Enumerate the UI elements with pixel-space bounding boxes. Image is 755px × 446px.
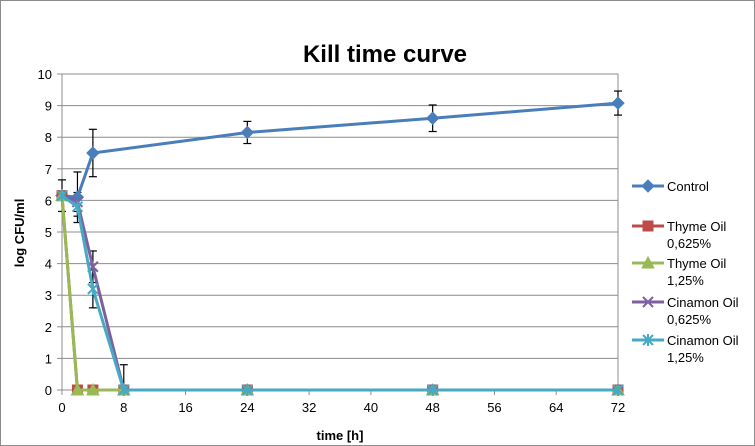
legend-label-thyme-oil-1-25: Thyme Oil 1,25% <box>667 256 726 288</box>
legend-label-line: Cinamon Oil <box>667 333 739 348</box>
series-cinamon-oil-1-25 <box>56 189 624 396</box>
y-tick-label-5: 5 <box>45 225 52 240</box>
y-tick-label-7: 7 <box>45 162 52 177</box>
x-tick-label-8: 8 <box>120 400 127 415</box>
legend-label-line: 0,625% <box>667 236 712 251</box>
legend-label-line: 0,625% <box>667 312 712 327</box>
legend-marker-cinamon-oil-1-25 <box>642 334 654 346</box>
data-point-cinamon-oil-1-25-3 <box>118 384 130 396</box>
data-point-control-2 <box>86 146 100 160</box>
data-point-cinamon-oil-1-25-5 <box>426 384 439 396</box>
x-tick-labels: 0 8 16 24 32 40 48 56 64 72 <box>58 400 625 415</box>
x-tick-label-16: 16 <box>178 400 192 415</box>
data-point-cinamon-oil-1-25-6 <box>612 384 624 396</box>
series-control <box>55 96 625 204</box>
x-tick-label-32: 32 <box>302 400 316 415</box>
y-tick-label-0: 0 <box>45 383 52 398</box>
legend-item-control: Control <box>632 179 709 194</box>
legend-marker-thyme-oil-0-625 <box>642 220 654 232</box>
legend-marker-thyme-oil-1-25 <box>641 255 655 269</box>
series-thyme-oil-1-25 <box>55 188 625 396</box>
series-line-control <box>61 101 619 199</box>
data-point-cinamon-oil-1-25-4 <box>241 384 254 396</box>
x-tick-label-0: 0 <box>58 400 65 415</box>
legend-label-line: 1,25% <box>667 273 704 288</box>
y-tick-label-3: 3 <box>45 288 52 303</box>
data-point-cinamon-oil-1-25-1 <box>71 200 84 213</box>
data-point-thyme-oil-1-25-1 <box>70 382 85 396</box>
x-tick-label-40: 40 <box>364 400 378 415</box>
x-axis-title: time [h] <box>317 428 364 443</box>
data-point-control-4 <box>425 111 440 125</box>
legend-label-line: Thyme Oil <box>667 219 726 234</box>
data-point-cinamon-oil-1-25-0 <box>56 189 68 202</box>
series-lines <box>55 96 625 396</box>
legend-item-thyme-oil-1-25: Thyme Oil 1,25% <box>632 255 726 288</box>
series-line-thyme-oil-0-625 <box>60 195 618 392</box>
legend-label-line: 1,25% <box>667 350 704 365</box>
y-tick-label-1: 1 <box>45 351 52 366</box>
y-axis-title: log CFU/ml <box>12 199 27 268</box>
legend-label-line: Thyme Oil <box>667 256 726 271</box>
gridlines <box>62 73 618 359</box>
y-tick-label-8: 8 <box>45 130 52 145</box>
error-bars <box>58 90 622 390</box>
y-tick-label-4: 4 <box>45 257 52 272</box>
legend-item-cinamon-oil-0-625: Cinamon Oil 0,625% <box>632 295 739 327</box>
series-line-thyme-oil-1-25 <box>60 195 618 392</box>
x-tick-label-48: 48 <box>425 400 439 415</box>
x-tick-label-64: 64 <box>549 400 563 415</box>
y-tick-label-2: 2 <box>45 320 52 335</box>
y-tick-label-9: 9 <box>45 99 52 114</box>
legend-item-thyme-oil-0-625: Thyme Oil 0,625% <box>632 219 726 251</box>
legend-label-cinamon-oil-1-25: Cinamon Oil 1,25% <box>667 333 739 365</box>
chart-title: Kill time curve <box>303 41 467 68</box>
x-tick-label-24: 24 <box>240 400 254 415</box>
data-point-control-5 <box>611 96 625 110</box>
data-point-cinamon-oil-1-25-2 <box>87 282 99 295</box>
legend-label-thyme-oil-0-625: Thyme Oil 0,625% <box>667 219 726 251</box>
legend-label-cinamon-oil-0-625: Cinamon Oil 0,625% <box>667 295 739 327</box>
legend-label-line: Cinamon Oil <box>667 295 739 310</box>
legend-label-control: Control <box>667 179 709 194</box>
legend-item-cinamon-oil-1-25: Cinamon Oil 1,25% <box>632 333 739 365</box>
x-tick-label-72: 72 <box>611 400 625 415</box>
axes <box>57 73 619 395</box>
data-point-control-3 <box>240 125 255 140</box>
series-line-cinamon-oil-1-25 <box>61 194 618 392</box>
legend-label-line: Control <box>667 179 709 194</box>
x-tick-label-56: 56 <box>487 400 501 415</box>
legend-marker-control <box>641 179 655 193</box>
y-tick-labels: 0 1 2 3 4 5 6 7 8 9 10 <box>38 67 52 398</box>
legend-marker-cinamon-oil-0-625 <box>642 296 654 308</box>
data-point-thyme-oil-1-25-2 <box>86 382 100 396</box>
series-thyme-oil-0-625 <box>56 190 624 396</box>
series-cinamon-oil-0-625 <box>56 189 624 396</box>
y-tick-label-6: 6 <box>45 193 52 208</box>
y-tick-label-10: 10 <box>38 67 52 82</box>
series-line-cinamon-oil-0-625 <box>61 194 618 392</box>
